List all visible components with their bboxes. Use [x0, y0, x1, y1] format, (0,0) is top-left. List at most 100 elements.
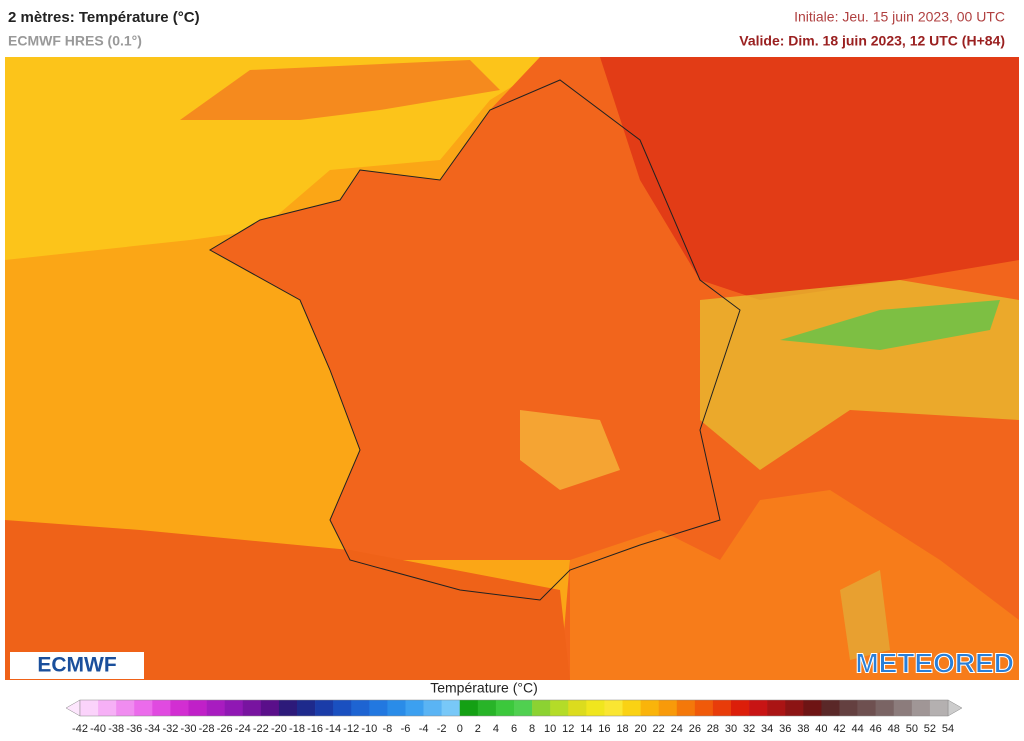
color-bin	[297, 700, 316, 716]
tick-label: 30	[725, 723, 737, 735]
color-bin	[206, 700, 225, 716]
initial-time: Initiale: Jeu. 15 juin 2023, 00 UTC	[794, 9, 1005, 25]
tick-label: -30	[181, 723, 197, 735]
tick-label: 16	[598, 723, 610, 735]
tick-label: 2	[475, 723, 481, 735]
meteored-logo: METEORED	[855, 647, 1014, 678]
color-bin	[152, 700, 171, 716]
color-bin	[929, 700, 949, 716]
tick-label: 20	[634, 723, 646, 735]
france-outline	[209, 79, 741, 601]
spain	[5, 520, 570, 680]
valid-time: Valide: Dim. 18 juin 2023, 12 UTC (H+84)	[739, 33, 1005, 49]
tick-label: 12	[562, 723, 574, 735]
color-bin	[441, 700, 461, 716]
tick-label: 18	[616, 723, 628, 735]
tick-label: -24	[235, 723, 251, 735]
tick-label: -10	[361, 723, 377, 735]
tick-label: 14	[580, 723, 592, 735]
tick-label: 52	[924, 723, 936, 735]
tick-label: -22	[253, 723, 269, 735]
colorbar: -42 -40 -38 -36 -34 -32 -30 -28 -26 -24 -22 -20 -18-…	[65, 699, 963, 735]
tick-label: 44	[851, 723, 863, 735]
tick-label: -14	[325, 723, 341, 735]
tick-label: 10	[544, 723, 556, 735]
tick-label: -28	[199, 723, 215, 735]
color-bin	[134, 700, 153, 716]
colorbar-frame	[79, 699, 949, 717]
tick-label: -6	[401, 723, 411, 735]
color-bin	[785, 700, 804, 716]
over-arrow	[947, 699, 963, 717]
legend-title: Température (°C)	[430, 680, 538, 696]
color-bin	[477, 700, 497, 716]
color-bin	[749, 700, 768, 716]
under-arrow	[65, 699, 81, 717]
color-bin	[803, 700, 822, 716]
color-bin	[116, 700, 135, 716]
ecmwf-logo-box	[10, 652, 144, 679]
color-bin	[405, 700, 424, 716]
tick-label: 22	[653, 723, 665, 735]
color-bin	[676, 700, 696, 716]
color-bin	[857, 700, 876, 716]
tick-label: 38	[797, 723, 809, 735]
color-bin	[911, 700, 931, 716]
tick-label: 50	[906, 723, 918, 735]
color-bin	[604, 700, 623, 716]
color-bin	[278, 700, 298, 716]
color-bin	[423, 700, 442, 716]
color-bin	[495, 700, 515, 716]
tick-label: 46	[870, 723, 882, 735]
mediterranean	[570, 490, 1019, 680]
tick-label: -4	[419, 723, 429, 735]
tick-label: 26	[689, 723, 701, 735]
color-bin	[242, 700, 262, 716]
tick-label: -42	[72, 723, 88, 735]
tick-label: -12	[343, 723, 359, 735]
tick-label: 32	[743, 723, 755, 735]
tick-label: 6	[511, 723, 517, 735]
tick-label: -38	[108, 723, 124, 735]
tick-label: 4	[493, 723, 499, 735]
tick-label: -18	[289, 723, 305, 735]
color-bin	[224, 700, 244, 716]
tick-label: -2	[437, 723, 447, 735]
color-bin	[260, 700, 280, 716]
color-bin	[98, 700, 117, 716]
tick-label: 28	[707, 723, 719, 735]
alps-cold	[780, 300, 1000, 350]
color-bin	[767, 700, 786, 716]
germany	[600, 57, 1019, 300]
color-bin	[568, 700, 587, 716]
color-bin	[821, 700, 840, 716]
england	[180, 60, 500, 120]
corsica	[840, 570, 890, 660]
tick-label: 54	[942, 723, 954, 735]
color-bin	[459, 700, 479, 716]
color-bin	[532, 700, 551, 716]
tick-label: 34	[761, 723, 773, 735]
channel-sea	[5, 57, 560, 260]
map	[5, 57, 1019, 680]
tick-label: 42	[833, 723, 845, 735]
tick-label: -40	[90, 723, 106, 735]
color-bin	[893, 700, 913, 716]
color-bin	[333, 700, 352, 716]
tick-label: -36	[126, 723, 142, 735]
ecmwf-logo: ECMWF	[37, 654, 116, 677]
tick-label: 24	[671, 723, 683, 735]
tick-label: 36	[779, 723, 791, 735]
color-bin	[875, 700, 895, 716]
color-bin	[351, 700, 370, 716]
color-bin	[315, 700, 334, 716]
tick-label: -20	[271, 723, 287, 735]
color-bin	[80, 700, 99, 716]
tick-label: -32	[162, 723, 178, 735]
color-bin	[839, 700, 858, 716]
color-bin	[622, 700, 641, 716]
tick-label: 40	[815, 723, 827, 735]
color-bin	[369, 700, 388, 716]
tick-label: 0	[457, 723, 463, 735]
